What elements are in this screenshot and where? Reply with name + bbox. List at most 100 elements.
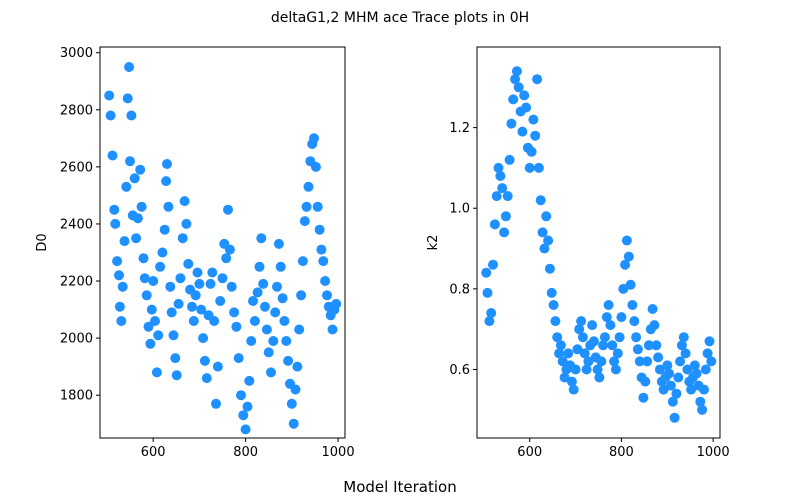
d0-point — [272, 281, 282, 292]
d0-y-tick-label: 2600 — [60, 160, 93, 175]
k2-point — [563, 348, 574, 359]
k2-y-tick-label: 1.0 — [449, 202, 470, 217]
d0-point — [331, 298, 342, 309]
k2-point — [689, 360, 700, 371]
d0-point — [310, 161, 321, 172]
d0-point — [303, 181, 314, 192]
k2-point — [647, 304, 658, 314]
d0-point — [188, 316, 199, 326]
k2-point — [517, 126, 528, 137]
d0-point — [116, 316, 127, 326]
d0-point — [252, 287, 263, 298]
d0-point — [283, 355, 294, 366]
d0-point — [105, 110, 116, 121]
k2-point — [576, 316, 587, 327]
k2-point — [568, 384, 579, 395]
d0-point — [223, 204, 233, 215]
d0-point — [145, 338, 156, 349]
k2-point — [511, 66, 522, 77]
d0-point — [268, 336, 279, 346]
d0-point — [309, 133, 319, 144]
d0-point — [240, 424, 251, 435]
d0-point — [211, 398, 221, 409]
d0-point — [266, 367, 276, 378]
d0-point — [165, 281, 176, 292]
k2-point — [521, 102, 532, 113]
k2-point — [649, 320, 660, 331]
k2-point — [662, 360, 673, 371]
k2-point — [526, 146, 537, 157]
d0-point — [104, 90, 115, 101]
k2-point — [504, 154, 515, 165]
k2-point — [654, 364, 665, 375]
d0-point — [183, 258, 194, 269]
d0-point — [125, 156, 135, 167]
d0-point — [242, 401, 253, 412]
d0-x-tick-label: 800 — [233, 445, 258, 460]
d0-point — [226, 281, 237, 292]
d0-point — [114, 270, 124, 281]
k2-point — [706, 356, 717, 367]
k2-point — [541, 211, 552, 222]
k2-point — [594, 372, 605, 383]
k2-point — [546, 287, 557, 298]
k2-point — [497, 183, 508, 194]
k2-point — [605, 320, 616, 331]
d0-point — [277, 293, 288, 304]
d0-point — [121, 181, 132, 192]
k2-point — [484, 316, 495, 327]
d0-point — [294, 324, 305, 335]
k2-point — [673, 372, 684, 383]
d0-point — [129, 173, 140, 184]
k2-point — [530, 130, 541, 141]
k2-point — [634, 356, 645, 367]
d0-point — [190, 290, 201, 301]
d0-point — [246, 336, 257, 346]
k2-point — [537, 227, 548, 238]
k2-point — [581, 364, 592, 375]
d0-point — [296, 290, 307, 301]
d0-point — [260, 301, 270, 312]
d0-point — [199, 355, 210, 366]
d0-y-tick-label: 2000 — [60, 332, 93, 347]
k2-point — [583, 356, 594, 367]
k2-point — [632, 344, 643, 355]
d0-point — [207, 267, 218, 278]
k2-point — [695, 396, 706, 407]
k2-point — [572, 344, 583, 355]
d0-y-ticks: 1800 2000 2200 2400 2600 2800 3000 — [60, 46, 100, 404]
d0-point — [238, 410, 249, 421]
k2-point — [676, 340, 687, 351]
figure-x-label: Model Iteration — [343, 478, 456, 496]
k2-point — [603, 300, 614, 310]
k2-point — [702, 348, 713, 359]
k2-point — [502, 191, 513, 202]
k2-point — [601, 312, 612, 323]
d0-point — [124, 62, 135, 72]
k2-point — [548, 300, 559, 310]
k2-point — [528, 114, 539, 125]
d0-point — [201, 373, 212, 384]
k2-point — [704, 336, 715, 347]
d0-point — [119, 236, 130, 247]
k2-point — [618, 283, 629, 294]
k2-point — [667, 396, 678, 407]
k2-y-tick-label: 0.8 — [449, 282, 470, 297]
d0-point — [168, 330, 179, 341]
d0-points — [104, 62, 342, 435]
d0-point — [270, 307, 281, 318]
d0-point — [151, 367, 162, 378]
d0-point — [148, 276, 159, 286]
d0-point — [229, 307, 240, 318]
d0-point — [173, 298, 184, 309]
k2-point — [697, 404, 708, 415]
d0-point — [256, 233, 267, 244]
k2-point — [577, 332, 588, 343]
k2-point — [678, 332, 689, 343]
d0-point — [166, 307, 177, 318]
d0-point — [312, 201, 323, 212]
d0-point — [131, 233, 142, 244]
k2-point — [598, 340, 609, 351]
k2-point — [610, 364, 621, 375]
d0-point — [261, 324, 272, 335]
